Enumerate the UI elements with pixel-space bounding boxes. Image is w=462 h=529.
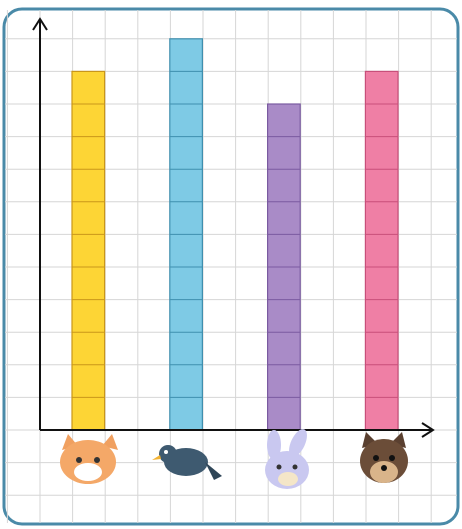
bar (364, 70, 399, 431)
axes (32, 17, 435, 438)
y-axis-arrow (32, 17, 48, 31)
cat-icon (60, 434, 118, 484)
bars (71, 38, 399, 431)
bar (71, 70, 106, 431)
bird-icon (152, 445, 222, 480)
x-axis-arrow (421, 422, 435, 438)
rabbit-icon (265, 429, 309, 489)
category-icons (60, 429, 408, 489)
dog-icon (360, 432, 408, 483)
